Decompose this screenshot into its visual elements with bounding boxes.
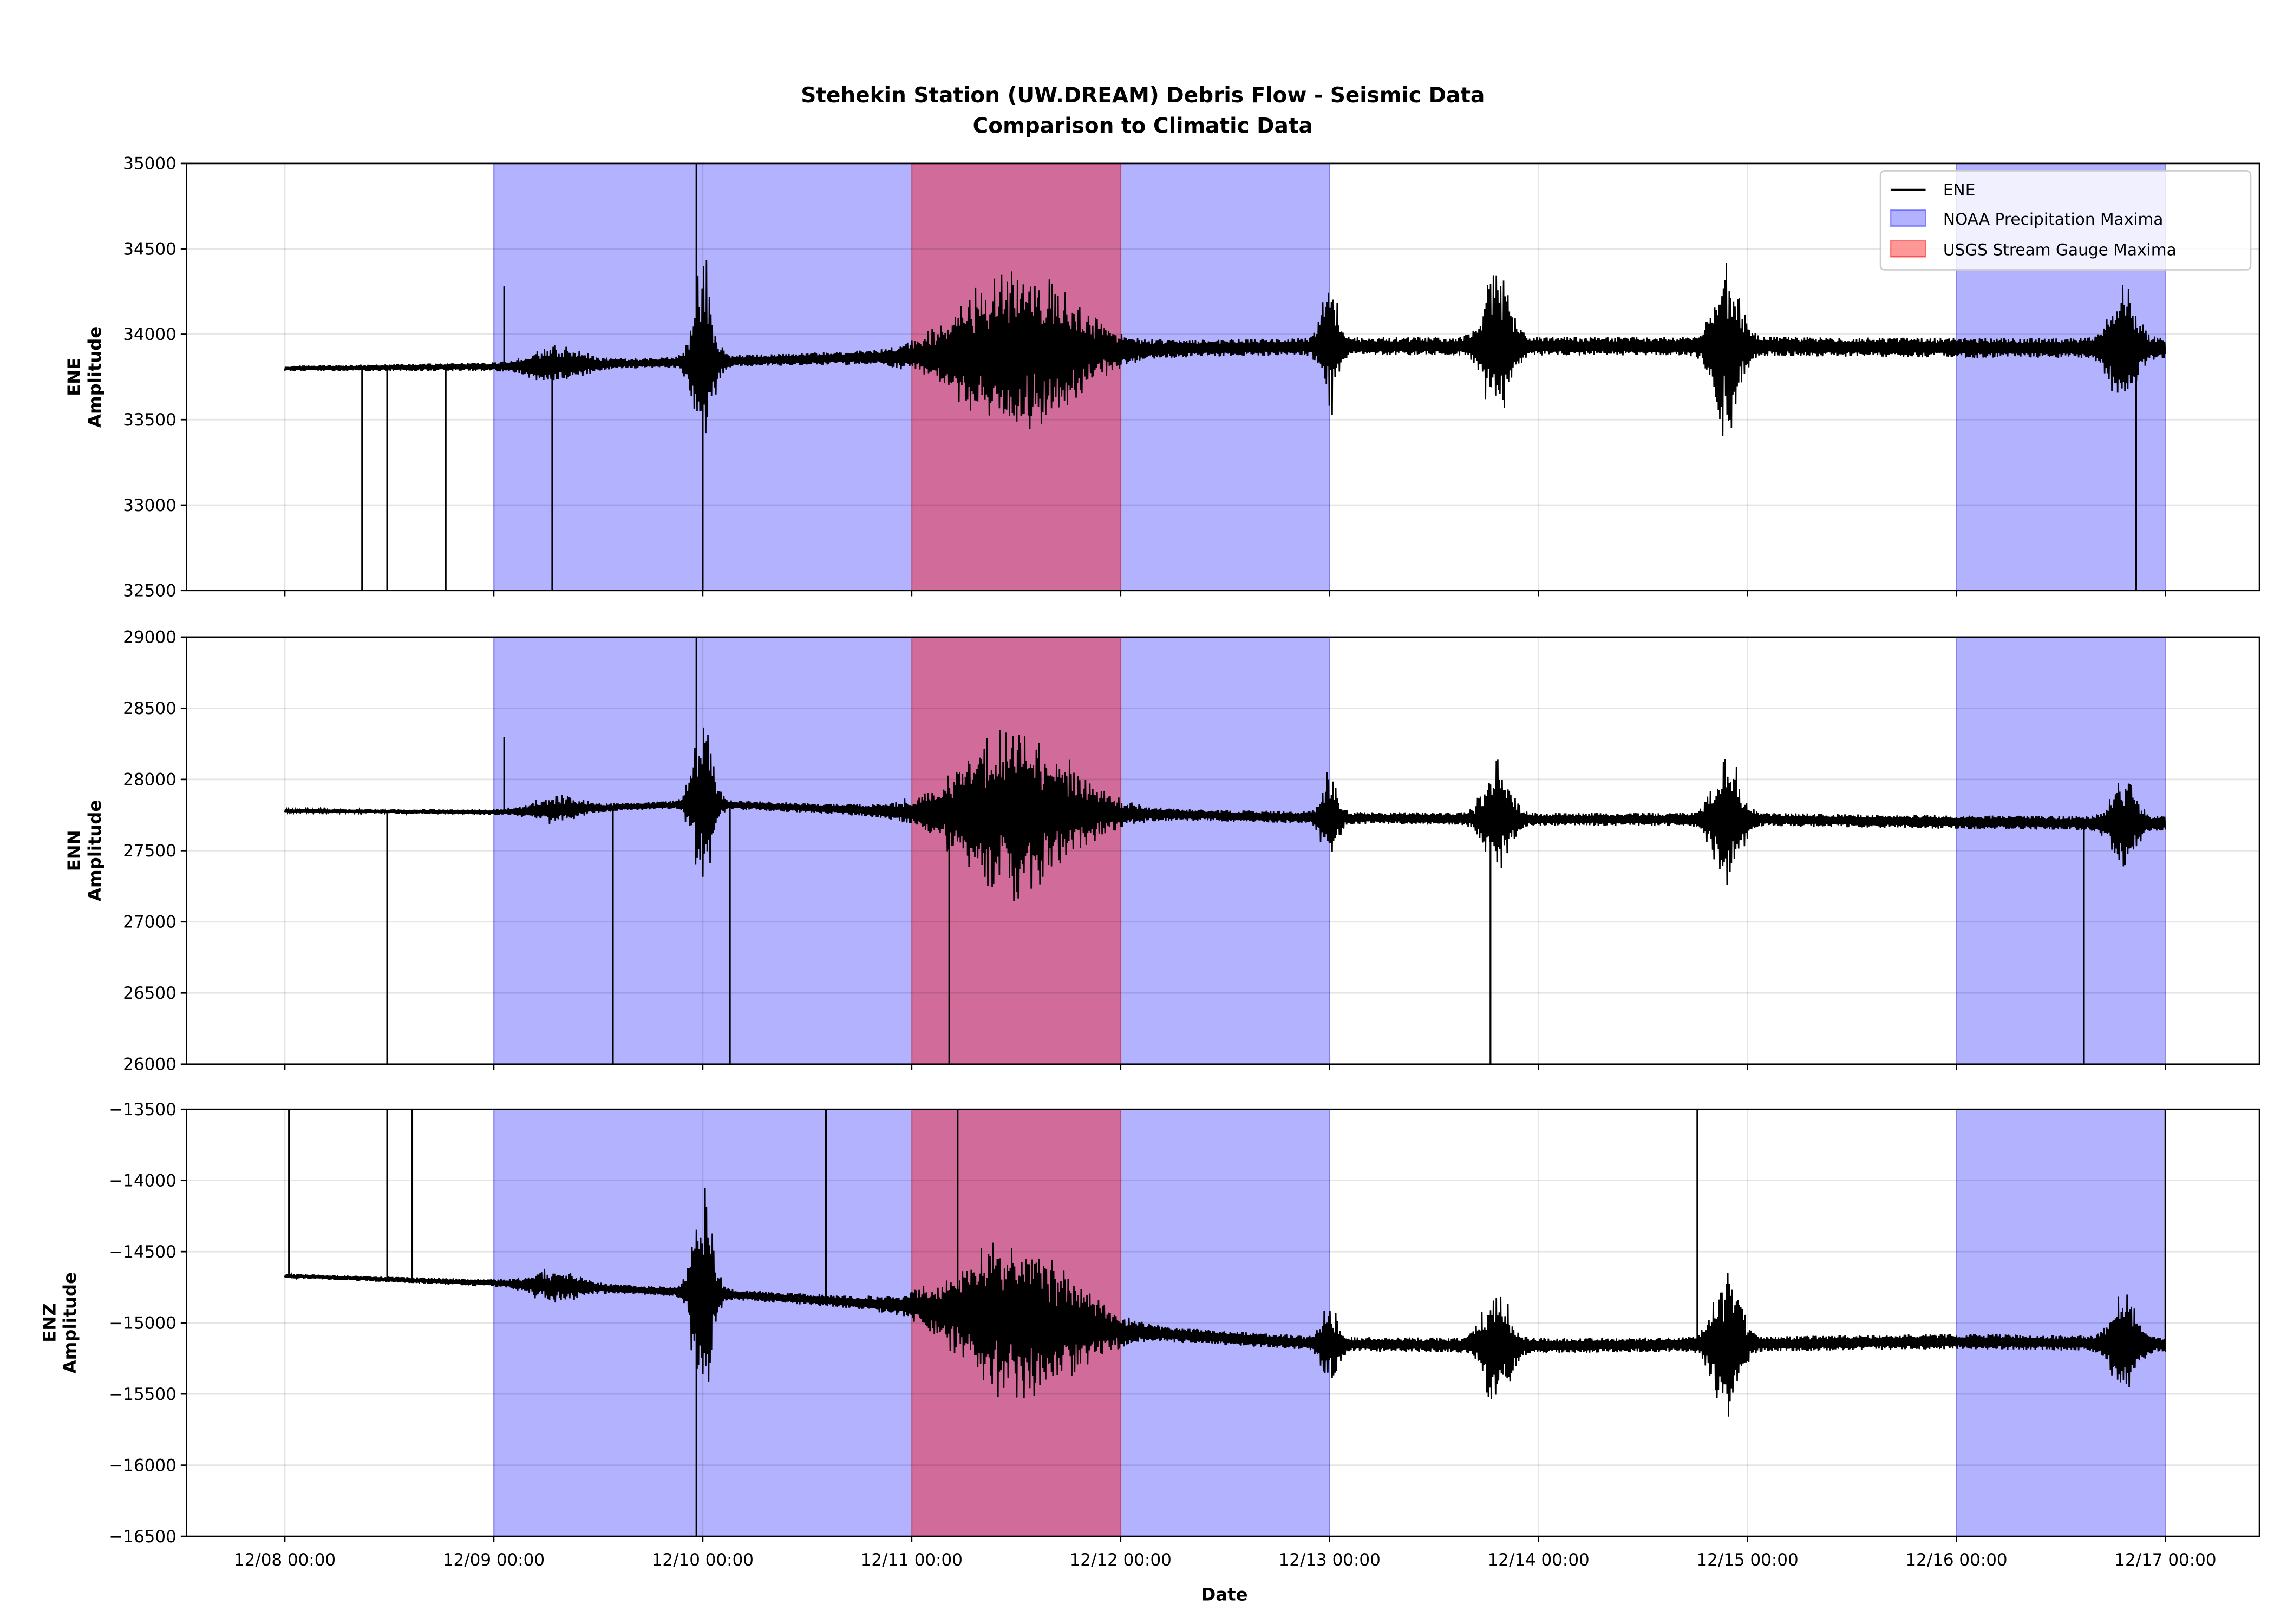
y-tick-label: −13500 [109, 1100, 176, 1119]
y-axis-label: ENNAmplitude [64, 800, 105, 901]
legend-label-usgs: USGS Stream Gauge Maxima [1943, 241, 2177, 259]
panel-enz: −16500 −16000 −15500 −15000 −14500 −14000 −135… [39, 1100, 2260, 1570]
x-tick-label: 12/13 00:00 [1279, 1550, 1381, 1570]
y-tick-label: 32500 [123, 581, 176, 601]
y-axis-label-line: ENN [64, 830, 84, 871]
y-axis-label: ENEAmplitude [64, 326, 105, 428]
y-tick-label: 34500 [123, 239, 176, 259]
y-axis-label-line: Amplitude [60, 1272, 80, 1373]
x-tick-label: 12/12 00:00 [1070, 1550, 1172, 1570]
x-tick-label: 12/17 00:00 [2114, 1550, 2216, 1570]
y-tick-label: 35000 [123, 154, 176, 174]
panel-enn: 26000 26500 27000 27500 28000 28500 29000 ENNAm… [64, 628, 2260, 1075]
y-tick-label: −15500 [109, 1385, 176, 1404]
noaa-span [493, 162, 1331, 592]
x-axis-label: Date [1201, 1584, 1248, 1605]
y-tick-label: 34000 [123, 325, 176, 344]
y-tick-label: −16000 [109, 1456, 176, 1475]
y-tick-label: 29000 [123, 628, 176, 647]
y-axis-label-line: ENE [64, 358, 84, 396]
y-tick-label: 28000 [123, 770, 176, 790]
legend-box [1879, 170, 2252, 271]
y-tick-label: 27000 [123, 913, 176, 932]
x-tick-label: 12/10 00:00 [652, 1550, 754, 1570]
legend-label-noaa: NOAA Precipitation Maxima [1943, 210, 2164, 228]
y-tick-label: 26500 [123, 984, 176, 1003]
y-tick-label: −14000 [109, 1171, 176, 1190]
x-tick-label: 12/14 00:00 [1487, 1550, 1589, 1570]
x-tick-label: 12/16 00:00 [1905, 1550, 2007, 1570]
x-tick-label: 12/15 00:00 [1696, 1550, 1798, 1570]
y-tick-label: 33000 [123, 496, 176, 515]
legend-swatch-usgs [1890, 240, 1926, 258]
trace-enn [284, 727, 2166, 901]
y-tick-label: 28500 [123, 699, 176, 718]
y-tick-label: −14500 [109, 1242, 176, 1262]
y-axis-label-line: ENZ [39, 1303, 60, 1343]
y-axis-label-line: Amplitude [84, 800, 105, 901]
y-tick-label: −15000 [109, 1313, 176, 1333]
noaa-span [1956, 636, 2166, 1065]
axes-frame [186, 162, 2260, 592]
x-tick-label: 12/11 00:00 [861, 1550, 963, 1570]
legend: ENE NOAA Precipitation Maxima USGS Strea… [1879, 170, 2252, 271]
chart-title: Stehekin Station (UW.DREAM) Debris Flow … [801, 83, 1485, 108]
legend-swatch-noaa [1890, 209, 1926, 227]
trace-ene [284, 260, 2166, 436]
y-tick-label: 26000 [123, 1055, 176, 1075]
legend-label-ene: ENE [1943, 181, 1976, 199]
y-tick-label: 33500 [123, 410, 176, 430]
y-tick-label: 27500 [123, 841, 176, 861]
y-axis-label: ENZAmplitude [39, 1272, 80, 1373]
chart-subtitle: Comparison to Climatic Data [973, 114, 1313, 138]
x-tick-label: 12/08 00:00 [234, 1550, 336, 1570]
y-axis-label-line: Amplitude [84, 326, 105, 428]
y-tick-label: −16500 [109, 1527, 176, 1547]
x-tick-label: 12/09 00:00 [443, 1550, 545, 1570]
trace-enz [284, 1188, 2166, 1417]
